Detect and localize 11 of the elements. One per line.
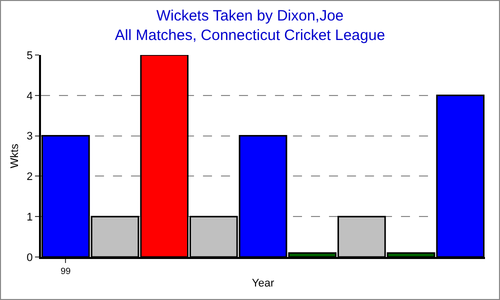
chart-title: Wickets Taken by Dixon,Joe [156, 7, 344, 24]
y-tick-label: 5 [26, 50, 33, 62]
y-tick-label: 4 [26, 90, 33, 102]
y-axis-title: Wkts [8, 143, 21, 168]
y-tick-label: 1 [26, 211, 33, 224]
y-tick-label: 3 [26, 130, 33, 143]
x-tick-label: 99 [60, 266, 71, 276]
chart-subtitle: All Matches, Connecticut Cricket League [114, 26, 386, 44]
y-tick-label: 0 [26, 252, 33, 264]
y-tick-label: 2 [26, 171, 33, 184]
x-axis-title: Year [252, 278, 274, 290]
